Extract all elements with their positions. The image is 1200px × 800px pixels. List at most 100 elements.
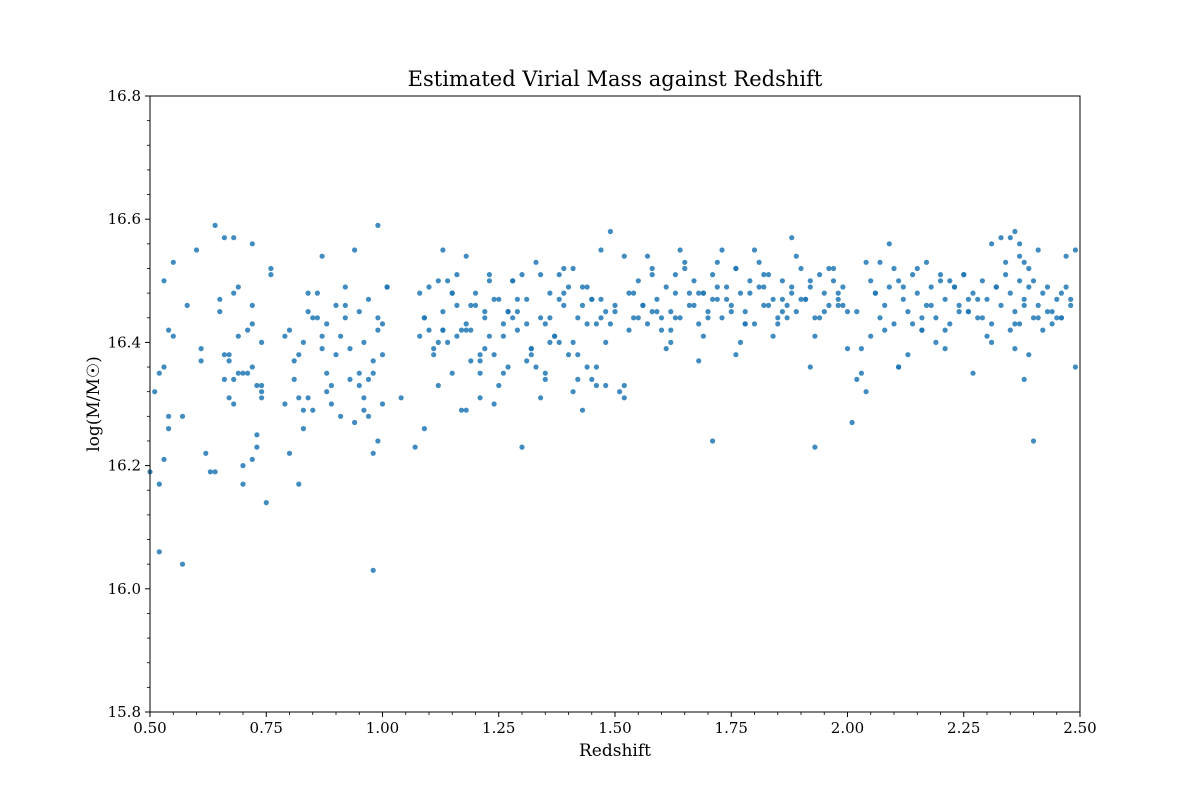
data-point bbox=[668, 309, 674, 315]
data-point bbox=[705, 315, 711, 321]
data-point bbox=[166, 426, 172, 432]
data-point bbox=[677, 247, 683, 253]
data-point bbox=[1054, 296, 1060, 302]
data-point bbox=[742, 309, 748, 315]
data-point bbox=[156, 549, 162, 555]
data-point bbox=[747, 278, 753, 284]
data-point bbox=[217, 296, 223, 302]
data-point bbox=[672, 272, 679, 278]
data-point bbox=[965, 296, 972, 302]
data-point bbox=[603, 309, 609, 315]
data-point bbox=[812, 315, 818, 321]
data-point bbox=[361, 407, 367, 413]
data-point bbox=[347, 346, 353, 352]
data-point bbox=[472, 302, 479, 308]
data-point bbox=[556, 272, 562, 278]
data-point bbox=[672, 290, 679, 296]
data-point bbox=[561, 290, 567, 296]
data-point bbox=[579, 284, 586, 290]
data-point bbox=[570, 389, 576, 395]
data-point bbox=[417, 290, 423, 296]
data-point bbox=[956, 309, 962, 315]
data-point bbox=[631, 290, 637, 296]
data-point bbox=[370, 358, 376, 364]
data-point bbox=[714, 259, 720, 265]
data-point bbox=[338, 333, 344, 339]
data-point bbox=[798, 265, 804, 272]
data-point bbox=[365, 413, 372, 419]
data-point bbox=[519, 272, 525, 278]
data-point bbox=[784, 302, 790, 308]
data-point bbox=[268, 272, 274, 278]
data-point bbox=[491, 401, 497, 407]
data-point bbox=[463, 321, 469, 327]
y-axis: 15.8 16.0 16.2 16.4 16.6 16.8 bbox=[108, 87, 150, 721]
data-point bbox=[593, 321, 600, 327]
data-point bbox=[305, 309, 311, 315]
data-point bbox=[1068, 296, 1074, 302]
data-point bbox=[431, 352, 437, 358]
data-point bbox=[328, 401, 334, 407]
data-point bbox=[370, 567, 376, 573]
data-point bbox=[291, 376, 297, 382]
data-point bbox=[249, 241, 255, 247]
data-point bbox=[356, 309, 362, 315]
data-point bbox=[161, 364, 167, 370]
data-point bbox=[910, 321, 916, 327]
data-point bbox=[923, 302, 930, 308]
data-point bbox=[542, 321, 548, 327]
data-point bbox=[1030, 278, 1037, 284]
data-point bbox=[756, 259, 762, 265]
data-point bbox=[1007, 235, 1013, 241]
data-point bbox=[565, 284, 572, 290]
data-point bbox=[435, 382, 441, 389]
data-point bbox=[254, 382, 260, 389]
data-point bbox=[1063, 284, 1069, 290]
data-point bbox=[882, 327, 888, 333]
data-point bbox=[975, 296, 981, 302]
data-point bbox=[658, 315, 665, 321]
x-tick-label: 2.25 bbox=[947, 719, 980, 737]
data-point bbox=[984, 296, 990, 302]
data-point bbox=[937, 272, 944, 278]
data-point bbox=[840, 302, 846, 308]
data-point bbox=[352, 419, 358, 426]
data-point bbox=[1035, 315, 1041, 321]
data-point bbox=[296, 352, 302, 358]
data-point bbox=[179, 413, 186, 419]
x-tick-label: 0.50 bbox=[133, 719, 166, 737]
data-point bbox=[212, 222, 218, 228]
data-point bbox=[849, 419, 855, 426]
data-point bbox=[979, 315, 986, 321]
data-point bbox=[570, 265, 576, 272]
data-point bbox=[445, 339, 451, 345]
data-point bbox=[686, 290, 693, 296]
data-point bbox=[644, 321, 651, 327]
data-point bbox=[998, 302, 1004, 308]
data-point bbox=[375, 438, 381, 444]
data-point bbox=[807, 364, 813, 370]
data-point bbox=[984, 333, 990, 339]
data-point bbox=[221, 352, 227, 358]
data-point bbox=[607, 321, 614, 327]
data-point bbox=[300, 426, 306, 432]
data-point bbox=[319, 333, 325, 339]
data-point bbox=[714, 284, 720, 290]
x-tick-label: 1.75 bbox=[715, 719, 748, 737]
data-point bbox=[575, 352, 581, 358]
data-point bbox=[556, 339, 562, 345]
data-point bbox=[1058, 315, 1064, 321]
data-point bbox=[584, 284, 590, 290]
x-tick-label: 1.25 bbox=[482, 719, 515, 737]
data-point bbox=[705, 309, 711, 315]
data-point bbox=[756, 284, 762, 290]
data-point bbox=[179, 561, 186, 567]
data-point bbox=[338, 413, 344, 419]
data-point bbox=[1035, 302, 1041, 308]
data-point bbox=[886, 284, 892, 290]
data-point bbox=[249, 321, 255, 327]
data-point bbox=[812, 333, 818, 339]
data-point bbox=[733, 352, 739, 358]
data-point bbox=[807, 278, 813, 284]
data-point bbox=[565, 352, 572, 358]
